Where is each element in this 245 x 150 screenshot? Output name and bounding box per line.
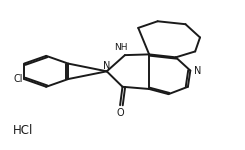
Text: Cl: Cl xyxy=(13,74,23,84)
Text: O: O xyxy=(116,108,124,118)
Text: NH: NH xyxy=(114,43,127,52)
Text: N: N xyxy=(103,61,110,71)
Text: N: N xyxy=(194,66,201,76)
Text: HCl: HCl xyxy=(13,124,33,137)
